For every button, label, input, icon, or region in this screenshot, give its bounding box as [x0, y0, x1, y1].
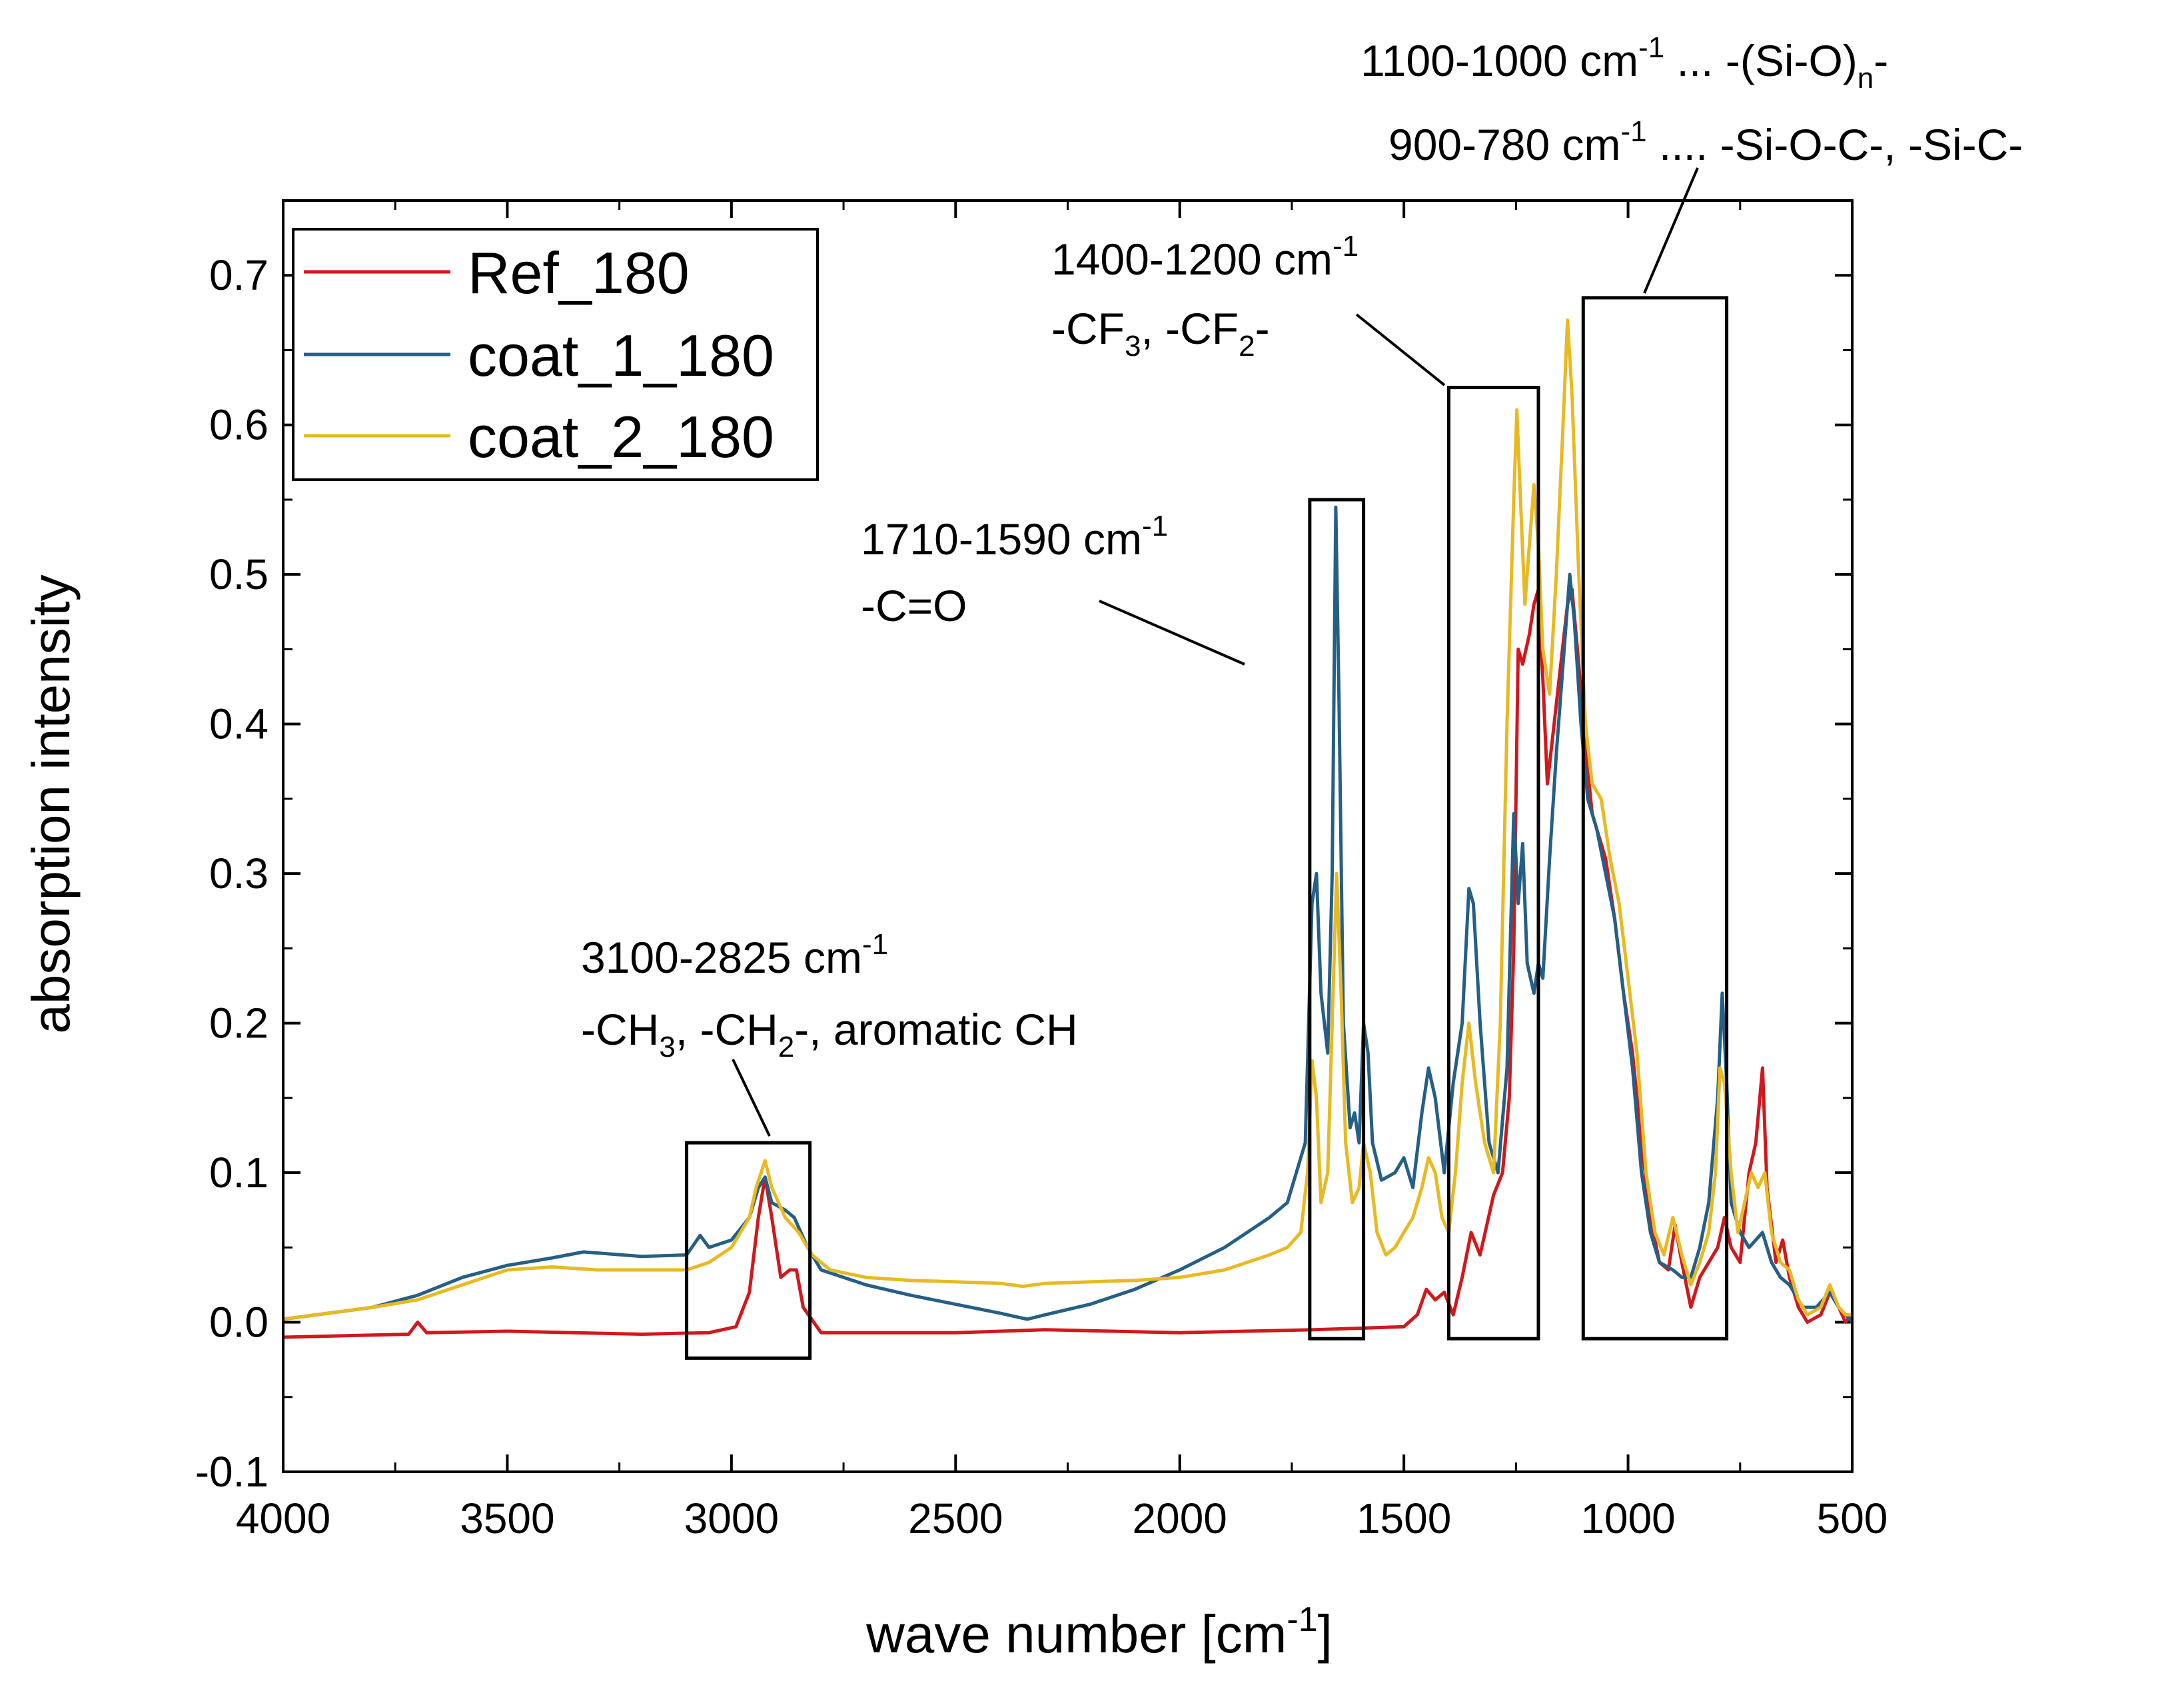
x-tick-label: 2000: [1133, 1494, 1227, 1542]
legend-label-coat-1-180: coat_1_180: [468, 322, 774, 388]
annotation-fluorocarbon-leader: [1355, 313, 1446, 386]
annotation-ch-groups: -CH3, -CH2-, aromatic CH: [581, 1005, 1078, 1063]
x-tick-label: 3000: [684, 1494, 779, 1542]
y-tick-label: 0.4: [209, 700, 269, 748]
annotation-box-ch-stretch: [685, 1141, 812, 1360]
annotation-carbonyl-group: -C=O: [861, 581, 967, 630]
annotation-carbonyl-leader: [1099, 600, 1245, 666]
x-tick-label: 1500: [1357, 1494, 1451, 1542]
y-tick-label: 0.2: [209, 999, 269, 1047]
annotation-fluorocarbon-range: 1400-1200 cm-1: [1051, 230, 1359, 284]
legend-label-coat-2-180: coat_2_180: [468, 404, 774, 470]
y-tick-label: 0.0: [209, 1299, 269, 1347]
annotation-ch-stretch: 3100-2825 cm-1 -CH3, -CH2-, aromatic CH: [581, 928, 1078, 1137]
x-tick-label: 500: [1817, 1494, 1888, 1542]
annotation-fluorocarbon: 1400-1200 cm-1 -CF3, -CF2-: [1051, 230, 1446, 386]
x-tick-label: 2500: [908, 1494, 1003, 1542]
annotation-siloxane-leader: [1643, 167, 1699, 294]
y-tick-label: 0.7: [209, 251, 269, 299]
annotation-fluorocarbon-groups: -CF3, -CF2-: [1051, 304, 1270, 362]
annotation-carbonyl: 1710-1590 cm-1 -C=O: [861, 510, 1245, 666]
annotation-siloxane: 1100-1000 cm-1 ... -(Si-O)n- 900-780 cm-…: [1361, 31, 2023, 294]
y-tick-label: 0.5: [209, 550, 269, 598]
y-tick-label: -0.1: [195, 1448, 269, 1496]
x-tick-label: 4000: [236, 1494, 330, 1542]
annotation-siloxane-line2: 900-780 cm-1 .... -Si-O-C-, -Si-C-: [1388, 115, 2023, 169]
series-line-coat-1-180: [282, 505, 1854, 1324]
legend-label-ref-180: Ref_180: [468, 240, 690, 306]
annotation-ch-range: 3100-2825 cm-1: [581, 928, 888, 982]
y-tick-label: 0.6: [209, 401, 269, 449]
series-line-coat-2-180: [282, 318, 1852, 1321]
plot-frame: [282, 199, 1854, 1473]
annotation-ch-leader: [732, 1059, 771, 1137]
y-axis-title: absorption intensity: [21, 574, 81, 1033]
x-tick-label: 3500: [460, 1494, 554, 1542]
annotation-box-carbonyl: [1308, 498, 1366, 1341]
legend: Ref_180 coat_1_180 coat_2_180: [292, 228, 819, 481]
annotation-carbonyl-range: 1710-1590 cm-1: [861, 510, 1168, 564]
x-axis-title: wave number [cm-1]: [865, 1600, 1333, 1664]
annotation-box-siloxane: [1581, 296, 1729, 1341]
y-tick-label: 0.1: [209, 1149, 269, 1197]
annotation-box-fluorocarbon: [1446, 386, 1540, 1341]
x-tick-label: 1000: [1580, 1494, 1675, 1542]
series-line-ref-180: [282, 588, 1854, 1339]
annotation-siloxane-line1: 1100-1000 cm-1 ... -(Si-O)n-: [1361, 31, 1888, 95]
y-tick-label: 0.3: [209, 849, 269, 897]
